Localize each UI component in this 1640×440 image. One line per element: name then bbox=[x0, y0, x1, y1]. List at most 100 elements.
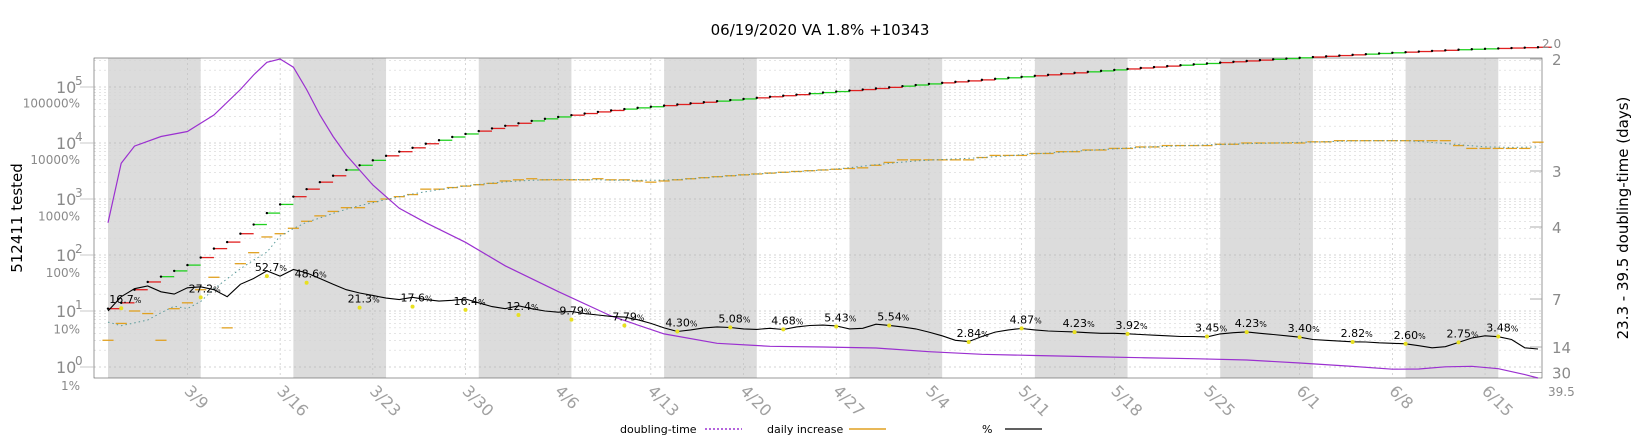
tested-point bbox=[345, 168, 348, 172]
tested-point bbox=[821, 91, 825, 94]
percent-label: 4.30% bbox=[665, 317, 698, 330]
tested-point bbox=[1430, 49, 1434, 53]
percent-dot bbox=[463, 307, 468, 312]
tested-point bbox=[662, 104, 666, 107]
percent-sign: % bbox=[584, 308, 592, 317]
percent-dot bbox=[1019, 326, 1024, 331]
x-tick-label: 3/9 bbox=[181, 381, 213, 413]
percent-label: 27.2% bbox=[189, 282, 222, 295]
tested-point bbox=[980, 78, 984, 82]
tested-point bbox=[1404, 50, 1407, 54]
percent-label: 52.7% bbox=[255, 261, 288, 274]
tested-point bbox=[755, 96, 758, 100]
tested-point bbox=[940, 81, 944, 85]
tested-point bbox=[1377, 52, 1381, 55]
percent-sign: % bbox=[1312, 325, 1320, 334]
x-tick-label: 3/30 bbox=[459, 381, 498, 420]
plot-frame bbox=[93, 57, 1543, 379]
percent-tick-label: 1000% bbox=[38, 210, 80, 224]
tested-point bbox=[954, 80, 957, 84]
tested-point bbox=[649, 105, 653, 108]
tested-point bbox=[398, 150, 401, 153]
tested-point bbox=[1311, 55, 1315, 59]
percent-sign: % bbox=[1087, 320, 1095, 329]
tested-point bbox=[1126, 67, 1129, 71]
tested-point bbox=[490, 127, 494, 130]
left-tick-exponent: 5 bbox=[75, 74, 83, 88]
shaded-week bbox=[849, 58, 943, 378]
tested-point bbox=[1113, 68, 1116, 72]
percent-dot bbox=[1403, 341, 1408, 346]
left-tick-exponent: 3 bbox=[75, 186, 83, 200]
percent-sign: % bbox=[1365, 330, 1373, 339]
percent-label: 4.87% bbox=[1010, 313, 1043, 326]
tested-point bbox=[1523, 46, 1526, 49]
percent-tick-label: 100% bbox=[46, 266, 80, 280]
percent-label: 2.84% bbox=[957, 327, 990, 340]
percent-dot bbox=[728, 325, 733, 330]
weekend-shading bbox=[108, 58, 1499, 378]
tested-point bbox=[1298, 56, 1301, 60]
tested-point bbox=[993, 77, 997, 81]
percent-label: 2.60% bbox=[1394, 329, 1427, 342]
tested-point bbox=[782, 94, 785, 97]
left-tick-label: 10 bbox=[56, 246, 76, 265]
tested-point bbox=[146, 280, 149, 284]
percent-label: 2.82% bbox=[1341, 327, 1374, 340]
x-tick-label: 5/11 bbox=[1015, 381, 1054, 420]
percent-label: 4.68% bbox=[771, 314, 804, 327]
percent-label: 3.40% bbox=[1288, 322, 1321, 335]
left-tick-label: 10 bbox=[56, 302, 76, 321]
percent-label: 21.3% bbox=[348, 293, 381, 306]
tested-point bbox=[543, 117, 547, 121]
percent-sign: % bbox=[319, 271, 327, 280]
percent-tick-label: 10% bbox=[53, 323, 80, 337]
legend-label-daily-increase: daily increase bbox=[767, 423, 843, 436]
right-tick-label: 30 bbox=[1552, 365, 1571, 383]
percent-dot bbox=[1350, 339, 1355, 344]
percent-label: 3.48% bbox=[1486, 322, 1519, 335]
tested-point bbox=[1192, 63, 1195, 66]
percent-label: 17.6% bbox=[401, 292, 434, 305]
tested-point bbox=[888, 86, 891, 89]
tested-point bbox=[914, 83, 917, 87]
tested-point bbox=[795, 93, 798, 96]
legend: doubling-time daily increase % bbox=[620, 423, 1042, 436]
percent-dot bbox=[781, 327, 786, 332]
tested-point bbox=[1497, 47, 1500, 50]
tested-point bbox=[570, 113, 573, 117]
tested-point bbox=[1324, 55, 1328, 58]
x-tick-label: 5/18 bbox=[1107, 381, 1146, 420]
percent-sign: % bbox=[134, 296, 142, 305]
right-axis-ticks: 2 3 4 7 14 30 bbox=[1530, 51, 1571, 383]
tested-point bbox=[371, 159, 375, 162]
percent-dot bbox=[357, 305, 362, 310]
tested-point bbox=[623, 107, 626, 111]
tested-point bbox=[120, 301, 123, 305]
tested-point bbox=[636, 106, 639, 110]
percent-sign: % bbox=[478, 298, 486, 307]
tested-point bbox=[927, 82, 931, 86]
tested-point bbox=[252, 223, 255, 226]
percent-sign: % bbox=[637, 314, 645, 323]
tested-point bbox=[212, 247, 216, 250]
percent-dot bbox=[834, 324, 839, 329]
tested-point bbox=[173, 269, 176, 273]
percent-sign: % bbox=[1140, 322, 1148, 331]
left-tick-exponent: 2 bbox=[75, 242, 83, 256]
percent-dot bbox=[264, 274, 269, 279]
tested-point bbox=[768, 95, 772, 98]
percent-dot bbox=[1297, 335, 1302, 340]
percent-sign: % bbox=[425, 295, 433, 304]
tested-point bbox=[715, 99, 719, 103]
tested-point bbox=[1205, 62, 1209, 65]
percent-sign: % bbox=[1418, 332, 1426, 341]
tested-point bbox=[265, 211, 269, 215]
tested-point bbox=[1086, 70, 1090, 74]
tested-point bbox=[1219, 61, 1222, 64]
x-axis-ticks: 3/9 3/16 3/23 3/30 4/6 4/13 4/20 4/27 5/4 5/11 5/1… bbox=[181, 381, 1517, 420]
x-tick-label: 6/1 bbox=[1293, 381, 1325, 413]
shaded-week bbox=[1220, 58, 1313, 378]
